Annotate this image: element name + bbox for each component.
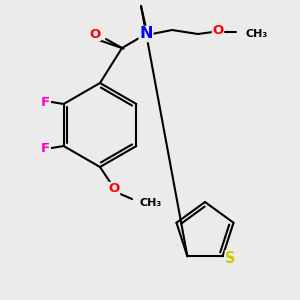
Text: F: F xyxy=(41,95,50,109)
Text: O: O xyxy=(89,28,100,40)
Text: F: F xyxy=(41,142,50,154)
Text: S: S xyxy=(225,251,236,266)
Text: N: N xyxy=(139,26,153,41)
Text: CH₃: CH₃ xyxy=(139,198,161,208)
Text: O: O xyxy=(108,182,120,196)
Text: O: O xyxy=(212,23,224,37)
Text: CH₃: CH₃ xyxy=(246,29,268,39)
